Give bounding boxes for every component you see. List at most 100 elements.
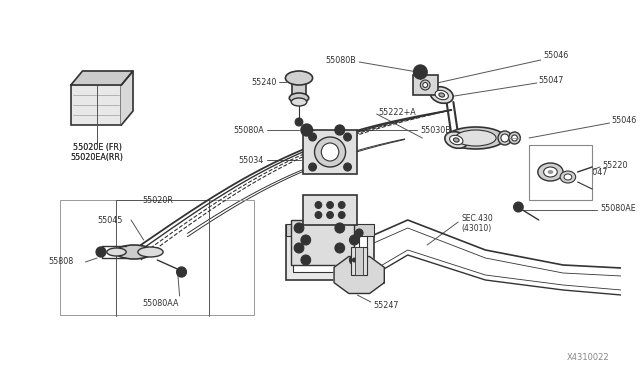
Polygon shape bbox=[334, 257, 384, 294]
Text: (43010): (43010) bbox=[461, 224, 492, 232]
Circle shape bbox=[297, 226, 301, 230]
Circle shape bbox=[344, 133, 351, 141]
Circle shape bbox=[335, 125, 344, 135]
Text: 55046: 55046 bbox=[612, 115, 637, 125]
Ellipse shape bbox=[445, 132, 468, 148]
Ellipse shape bbox=[501, 134, 509, 142]
Ellipse shape bbox=[435, 90, 449, 100]
Ellipse shape bbox=[423, 83, 428, 87]
Circle shape bbox=[297, 120, 301, 124]
Circle shape bbox=[335, 243, 344, 253]
Text: 55034: 55034 bbox=[239, 155, 264, 164]
Text: 55808: 55808 bbox=[49, 257, 74, 266]
Circle shape bbox=[315, 202, 322, 208]
Circle shape bbox=[99, 250, 103, 254]
Circle shape bbox=[305, 128, 308, 131]
Ellipse shape bbox=[538, 163, 563, 181]
Ellipse shape bbox=[439, 93, 445, 97]
Bar bbox=[286, 224, 374, 236]
Text: 55020R: 55020R bbox=[143, 196, 173, 205]
Circle shape bbox=[344, 163, 351, 171]
Circle shape bbox=[338, 226, 342, 230]
Ellipse shape bbox=[138, 247, 163, 257]
Bar bbox=[413, 75, 438, 95]
Ellipse shape bbox=[543, 167, 557, 177]
Circle shape bbox=[301, 255, 310, 265]
Circle shape bbox=[180, 270, 184, 274]
Circle shape bbox=[339, 202, 345, 208]
Circle shape bbox=[315, 212, 322, 218]
Circle shape bbox=[338, 246, 342, 250]
Bar bbox=[286, 225, 374, 280]
Ellipse shape bbox=[447, 127, 505, 149]
Ellipse shape bbox=[285, 71, 312, 85]
Bar bbox=[303, 195, 357, 225]
Circle shape bbox=[349, 235, 359, 245]
Ellipse shape bbox=[511, 135, 517, 141]
Ellipse shape bbox=[291, 98, 307, 106]
Bar bbox=[293, 232, 367, 272]
Ellipse shape bbox=[420, 80, 430, 90]
Circle shape bbox=[337, 128, 342, 132]
Text: 55220: 55220 bbox=[602, 160, 627, 170]
Polygon shape bbox=[71, 71, 133, 85]
Circle shape bbox=[294, 243, 304, 253]
Text: 55030B: 55030B bbox=[420, 125, 451, 135]
Ellipse shape bbox=[564, 174, 572, 180]
Circle shape bbox=[304, 127, 310, 133]
Bar bbox=[60, 200, 254, 315]
Bar bbox=[292, 78, 306, 98]
Circle shape bbox=[419, 70, 422, 74]
Text: 55047: 55047 bbox=[582, 167, 608, 176]
Circle shape bbox=[352, 237, 356, 243]
Circle shape bbox=[177, 267, 186, 277]
Circle shape bbox=[294, 223, 304, 233]
Text: SEC.430: SEC.430 bbox=[461, 214, 493, 222]
Bar bbox=[71, 85, 122, 125]
Text: 55047: 55047 bbox=[539, 76, 564, 84]
Ellipse shape bbox=[453, 138, 459, 142]
Text: 55222+A: 55222+A bbox=[379, 108, 417, 116]
Ellipse shape bbox=[289, 93, 308, 103]
Ellipse shape bbox=[548, 170, 554, 174]
Circle shape bbox=[326, 212, 333, 218]
Text: 55045: 55045 bbox=[97, 215, 122, 224]
Ellipse shape bbox=[321, 143, 339, 161]
Circle shape bbox=[297, 246, 301, 250]
Circle shape bbox=[303, 257, 308, 263]
Text: 55080A: 55080A bbox=[234, 125, 264, 135]
Circle shape bbox=[413, 65, 427, 79]
Text: 55020EA(RR): 55020EA(RR) bbox=[70, 153, 124, 161]
Text: 55046: 55046 bbox=[543, 51, 569, 60]
Circle shape bbox=[355, 229, 363, 237]
Ellipse shape bbox=[107, 248, 126, 256]
Circle shape bbox=[352, 257, 356, 263]
Text: X4310022: X4310022 bbox=[567, 353, 610, 362]
Text: 55080B: 55080B bbox=[326, 55, 356, 64]
Bar bbox=[291, 220, 355, 265]
Text: 55240: 55240 bbox=[252, 77, 276, 87]
Circle shape bbox=[417, 68, 424, 76]
Circle shape bbox=[349, 255, 359, 265]
Ellipse shape bbox=[498, 131, 511, 145]
Circle shape bbox=[339, 212, 345, 218]
Circle shape bbox=[513, 202, 524, 212]
Ellipse shape bbox=[450, 135, 463, 145]
Ellipse shape bbox=[430, 87, 453, 103]
Text: 55080AE: 55080AE bbox=[600, 203, 636, 212]
Bar bbox=[303, 130, 357, 174]
Text: 55020E (FR): 55020E (FR) bbox=[72, 142, 122, 151]
Ellipse shape bbox=[116, 245, 152, 259]
Circle shape bbox=[301, 235, 310, 245]
Circle shape bbox=[326, 202, 333, 208]
Circle shape bbox=[96, 247, 106, 257]
Circle shape bbox=[516, 205, 521, 209]
Text: 55080AA: 55080AA bbox=[142, 298, 179, 308]
Bar bbox=[355, 247, 363, 275]
Bar bbox=[351, 247, 367, 275]
Circle shape bbox=[301, 124, 312, 136]
Circle shape bbox=[308, 133, 316, 141]
Circle shape bbox=[335, 223, 344, 233]
Bar bbox=[529, 145, 592, 200]
Ellipse shape bbox=[314, 137, 346, 167]
